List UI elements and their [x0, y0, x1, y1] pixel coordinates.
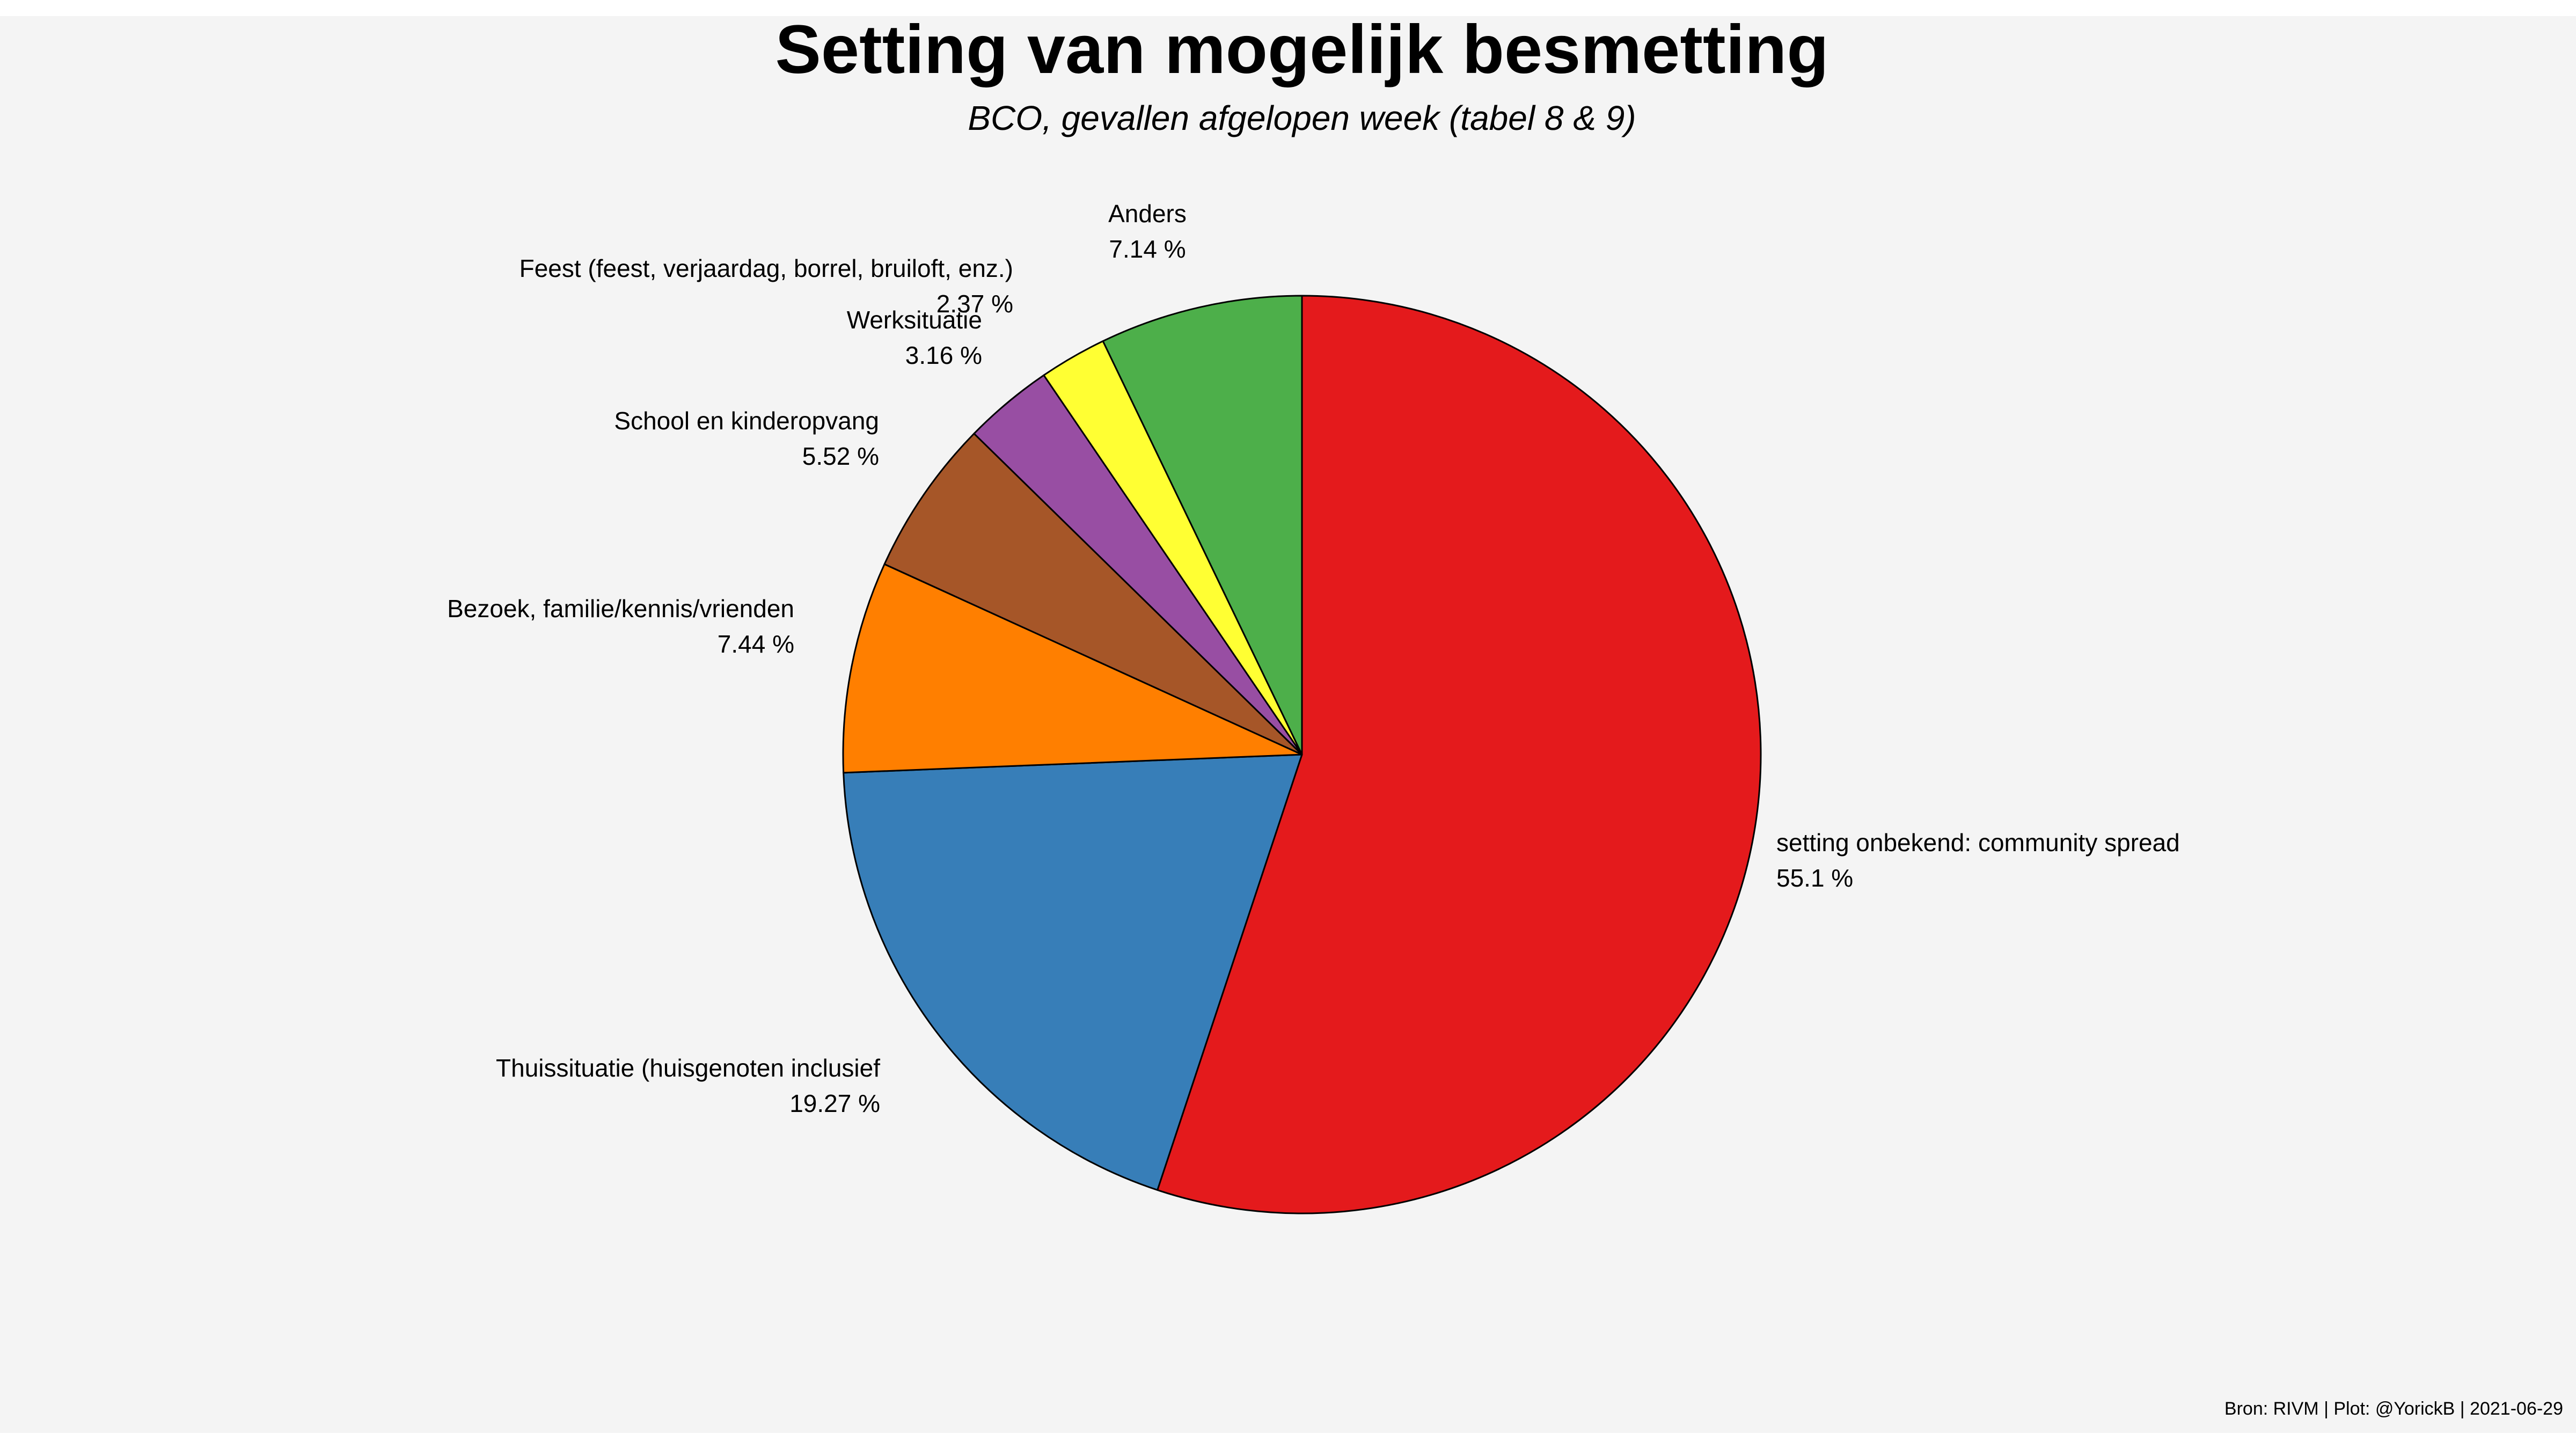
- slice-percentage: 19.27 %: [789, 1089, 880, 1117]
- pie-slice: [842, 563, 1303, 774]
- slice-label: Anders: [1108, 200, 1187, 228]
- slice-percentage: 55.1 %: [1776, 864, 1853, 892]
- slice-label: Thuissituatie (huisgenoten inclusief: [496, 1054, 880, 1082]
- chart-subtitle: BCO, gevallen afgelopen week (tabel 8 & …: [968, 99, 1636, 137]
- slice-labels: setting onbekend: community spread 55.1 %…: [447, 200, 2180, 1117]
- slice-label: Feest (feest, verjaardag, borrel, bruilo…: [519, 254, 1013, 282]
- slice-label: School en kinderopvang: [614, 407, 879, 435]
- slice-label: Bezoek, familie/kennis/vrienden: [447, 595, 794, 623]
- pie-slice: [1102, 295, 1303, 756]
- slice-percentage: 2.37 %: [936, 290, 1013, 318]
- pie-slice: [883, 433, 1303, 756]
- pie-slice: [1157, 295, 1762, 1214]
- slice-percentage: 3.16 %: [905, 341, 982, 369]
- slice-label: Werksituatie: [847, 306, 982, 334]
- slice-percentage: 5.52 %: [802, 442, 879, 470]
- slice-percentage: 7.44 %: [718, 630, 794, 658]
- chart-caption: Bron: RIVM | Plot: @YorickB | 2021-06-29: [2224, 1399, 2563, 1419]
- pie-slice: [843, 753, 1303, 1191]
- slice-percentage: 7.14 %: [1109, 235, 1185, 263]
- pie-slices: [842, 295, 1762, 1214]
- chart-title: Setting van mogelijk besmetting: [775, 11, 1829, 88]
- slice-label: setting onbekend: community spread: [1776, 829, 2180, 857]
